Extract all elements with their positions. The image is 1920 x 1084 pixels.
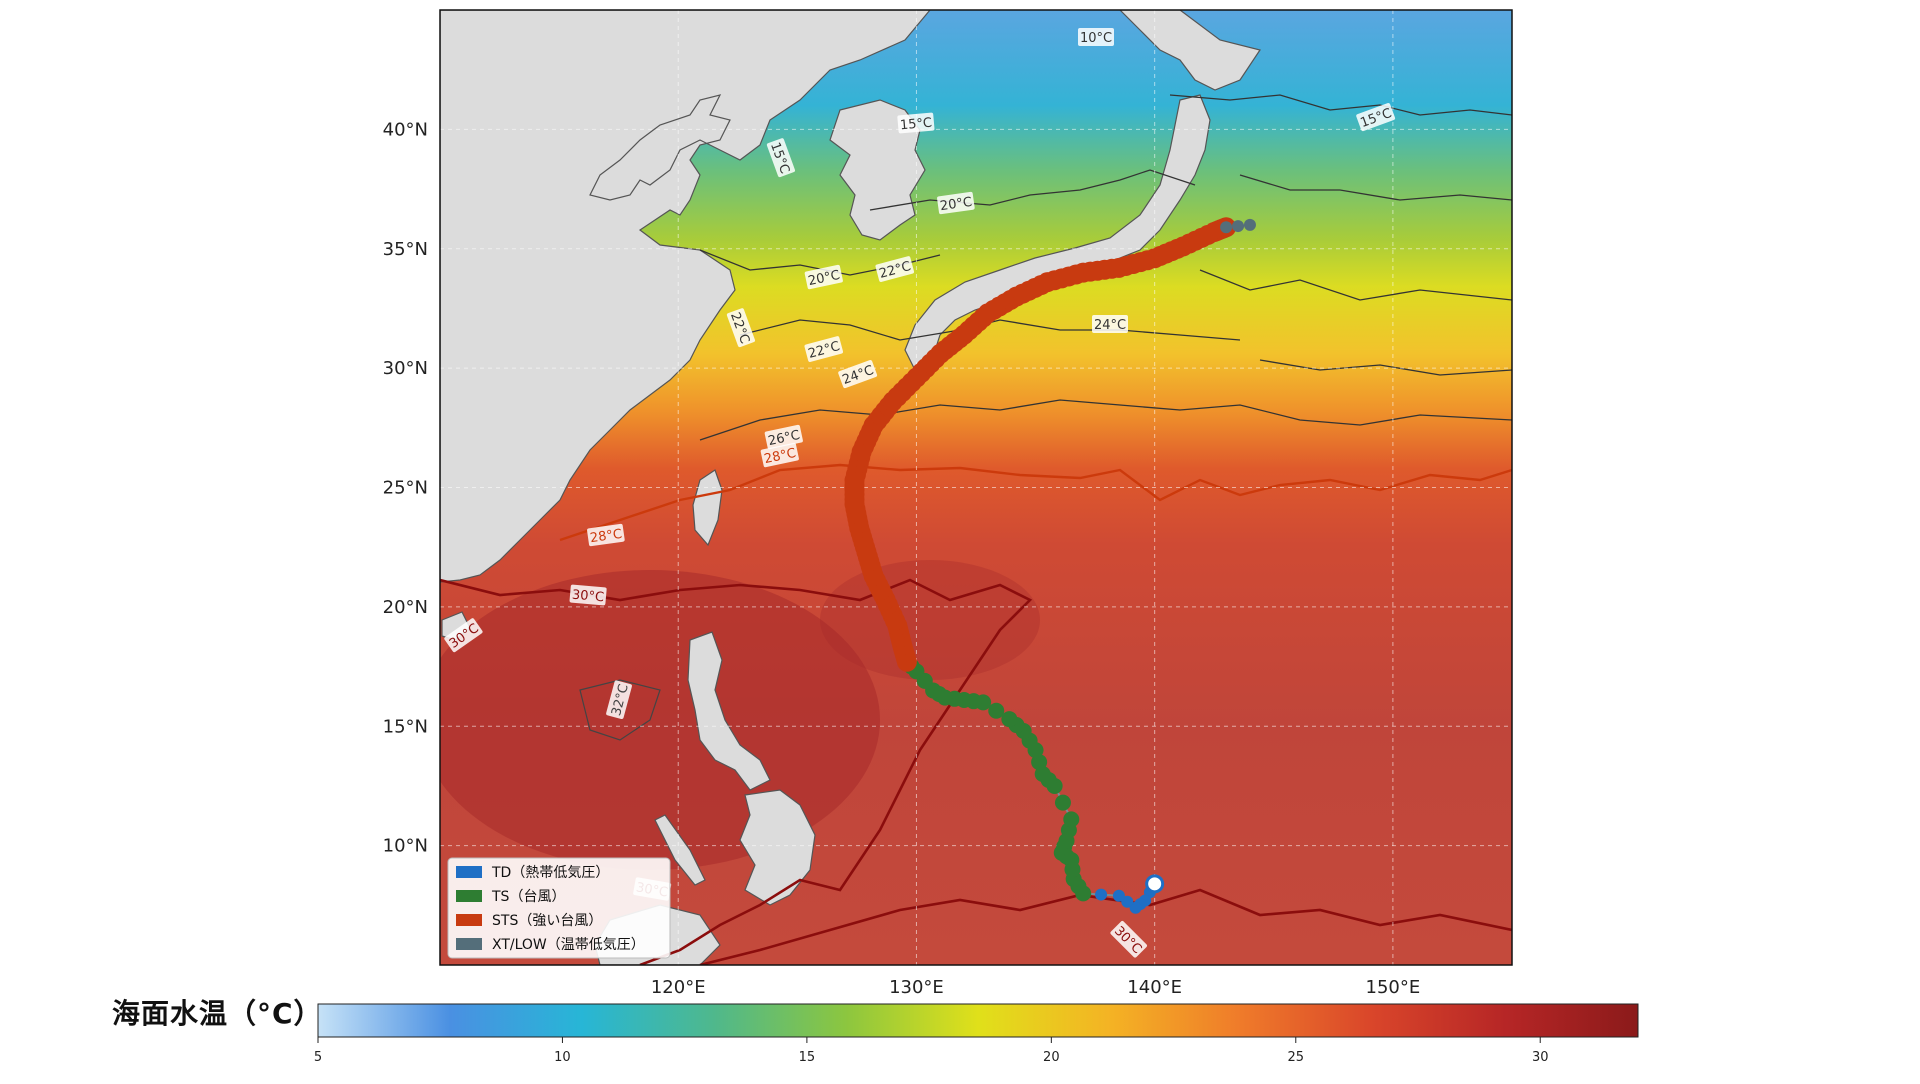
isotherm-label: 20°C — [937, 191, 975, 215]
colorbar: 5 10 15 20 25 30 — [314, 1003, 1639, 1065]
isotherm-label: 30°C — [569, 584, 607, 606]
colorbar-ticks: 5 10 15 20 25 30 — [314, 1037, 1549, 1065]
lon-tick-label: 130°E — [889, 977, 944, 998]
legend-swatch — [456, 890, 482, 902]
isotherm-label-bg — [587, 523, 625, 547]
colorbar-tick-label: 30 — [1532, 1050, 1549, 1065]
lon-tick-label: 140°E — [1127, 977, 1182, 998]
isotherm-label-text: 24°C — [1094, 318, 1126, 333]
isotherm-26 — [699, 399, 1512, 441]
isotherm-label: 24°C — [1092, 315, 1128, 333]
track-start-marker — [1145, 874, 1165, 894]
isotherm-label-text: 28°C — [763, 446, 798, 467]
lat-tick-label: 40°N — [383, 119, 428, 140]
colorbar-tick-label: 25 — [1288, 1050, 1305, 1065]
legend-swatch — [456, 938, 482, 950]
colorbar-tick-label: 10 — [554, 1050, 571, 1065]
legend-label: TD（熱帯低気圧） — [491, 865, 609, 881]
isotherm-label-text: 28°C — [589, 527, 623, 546]
isotherm-label-bg — [569, 584, 607, 606]
track-point-td — [1112, 889, 1125, 902]
track-point-xt-low — [1232, 220, 1245, 233]
map-frame — [439, 9, 1513, 966]
land-taiwan — [692, 469, 723, 547]
track-point-ts — [988, 702, 1005, 719]
isotherm-label-bg — [606, 680, 632, 720]
isotherm-label-text: 15°C — [899, 116, 932, 134]
warm-pool-east — [820, 560, 1040, 680]
lon-tick-label: 150°E — [1366, 977, 1421, 998]
lat-tick-label: 30°N — [383, 358, 428, 379]
isotherm-32 — [579, 679, 661, 741]
isotherm-label-bg — [875, 256, 915, 282]
land-asia-mainland — [440, 10, 931, 583]
isotherm-15 — [1169, 94, 1512, 116]
track-point-ts — [1063, 811, 1080, 828]
isotherm-label: 20°C — [804, 264, 843, 290]
isotherm-label-bg — [766, 138, 795, 178]
isotherm-label-bg — [1356, 103, 1396, 132]
legend-label: STS（強い台風） — [492, 913, 602, 929]
isotherm-28 — [559, 463, 1512, 542]
track-point-ts — [1001, 711, 1018, 728]
lon-tick-labels: 120°E 130°E 140°E 150°E — [651, 977, 1420, 998]
land-palawan — [654, 814, 706, 886]
legend-label: XT/LOW（温帯低気圧） — [492, 937, 645, 953]
graticule — [440, 10, 1512, 965]
legend-box — [447, 857, 671, 959]
lon-tick-label: 120°E — [651, 977, 706, 998]
land-mindanao — [739, 789, 816, 906]
isotherm-24b — [1259, 359, 1512, 376]
track-point-xt-low — [1243, 218, 1256, 231]
track-point-td — [1129, 901, 1142, 914]
track-point-xt-low — [1220, 221, 1233, 234]
land-luzon — [687, 631, 771, 791]
map-body: 10°C15°C15°C15°C20°C20°C 22°C22°C22°C24°C… — [440, 10, 1512, 965]
land-japan — [904, 94, 1211, 371]
colorbar-title: 海面水温（°C） — [112, 997, 323, 1030]
isotherm-label-text: 20°C — [807, 268, 842, 289]
lat-tick-label: 10°N — [383, 836, 428, 857]
lat-tick-label: 20°N — [383, 597, 428, 618]
isotherm-label-bg — [897, 112, 935, 134]
isotherm-label-bg — [444, 618, 483, 653]
track-point-td — [1095, 888, 1108, 901]
isotherm-label-bg — [1092, 315, 1128, 333]
lat-tick-label: 25°N — [383, 478, 428, 499]
isotherm-22b — [1199, 269, 1512, 301]
track-point-td — [1121, 895, 1134, 908]
isotherm-label-bg — [726, 308, 755, 348]
isotherm-label-bg — [1078, 28, 1114, 46]
lat-tick-label: 15°N — [383, 716, 428, 737]
lat-tick-labels: 10°N 15°N 20°N 25°N 30°N 35°N 40°N — [383, 119, 428, 856]
legend-swatch — [456, 914, 482, 926]
isotherm-label-text: 30°C — [571, 588, 604, 606]
track-point-ts — [1054, 794, 1071, 811]
colorbar-tick-label: 5 — [314, 1050, 322, 1065]
isotherm-label-text: 10°C — [1080, 31, 1112, 46]
isotherm-label-text: 20°C — [939, 195, 973, 214]
lat-tick-label: 35°N — [383, 239, 428, 260]
isotherm-label: 28°C — [587, 523, 625, 547]
isotherm-label-bg — [804, 336, 844, 362]
isotherm-label: 15°C — [897, 112, 935, 134]
isotherm-label-bg — [804, 264, 843, 290]
legend-label: TS（台風） — [491, 889, 565, 905]
isotherm-30 — [440, 578, 1033, 965]
storm-track — [844, 217, 1256, 914]
isotherm-20-east — [1239, 174, 1512, 201]
colorbar-bar — [317, 1003, 1639, 1038]
isotherm-label-bg — [937, 191, 975, 215]
colorbar-tick-label: 20 — [1043, 1050, 1060, 1065]
isotherm-label: 10°C — [1078, 28, 1114, 46]
isotherm-label-bg — [760, 442, 799, 468]
isotherm-label-bg — [1110, 921, 1147, 958]
colorbar-tick-label: 15 — [799, 1050, 816, 1065]
legend-swatch — [456, 866, 482, 878]
isotherm-label: 28°C — [760, 442, 799, 468]
legend: TD（熱帯低気圧） TS（台風） STS（強い台風） XT/LOW（温帯低気圧） — [447, 857, 671, 959]
isotherm-label-bg — [838, 360, 878, 389]
